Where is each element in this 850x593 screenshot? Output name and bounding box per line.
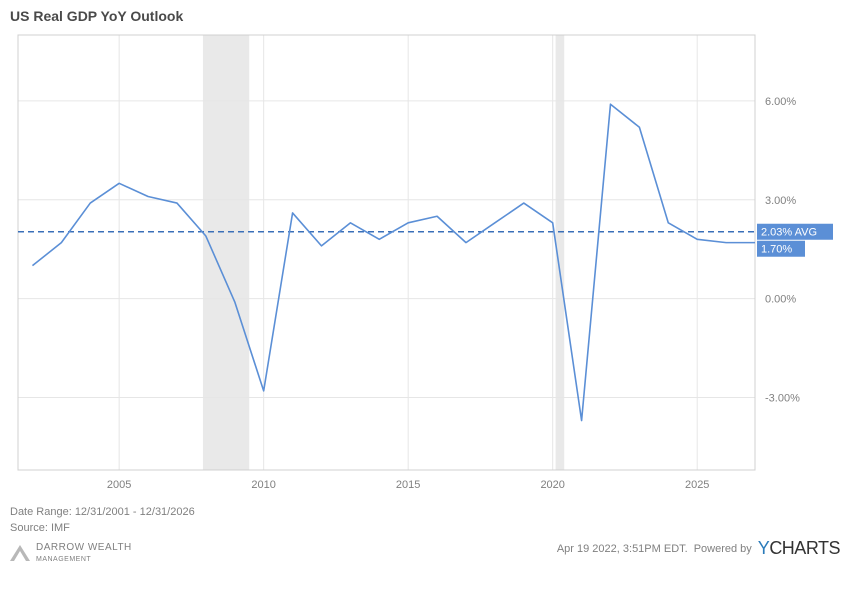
svg-text:2010: 2010 — [251, 479, 275, 491]
svg-text:-3.00%: -3.00% — [765, 393, 800, 405]
svg-text:2005: 2005 — [107, 479, 131, 491]
svg-text:3.00%: 3.00% — [765, 195, 796, 207]
source: Source: IMF — [10, 522, 840, 534]
powered-by: Powered by — [694, 543, 752, 555]
ycharts-logo: YCHARTS — [758, 538, 840, 559]
svg-text:2015: 2015 — [396, 479, 420, 491]
chart-area: -3.00% 0.00% 3.00% 6.00% 2005 2010 2015 2020 202… — [10, 30, 840, 500]
svg-text:2025: 2025 — [685, 479, 709, 491]
chart-svg: -3.00% 0.00% 3.00% 6.00% 2005 2010 2015 2020 202… — [10, 30, 840, 500]
brand-text: DARROW WEALTH MANAGEMENT — [36, 542, 132, 564]
date-range: Date Range: 12/31/2001 - 12/31/2026 — [10, 506, 840, 518]
chart-title: US Real GDP YoY Outlook — [10, 8, 183, 24]
svg-text:6.00%: 6.00% — [765, 96, 796, 108]
timestamp: Apr 19 2022, 3:51PM EDT. — [557, 543, 688, 555]
svg-text:2.03% AVG: 2.03% AVG — [761, 227, 817, 239]
footer-right: Apr 19 2022, 3:51PM EDT. Powered by YCHA… — [557, 538, 840, 559]
svg-text:0.00%: 0.00% — [765, 294, 796, 306]
brand-icon — [10, 545, 30, 561]
svg-text:1.70%: 1.70% — [761, 244, 792, 256]
svg-text:2020: 2020 — [540, 479, 564, 491]
